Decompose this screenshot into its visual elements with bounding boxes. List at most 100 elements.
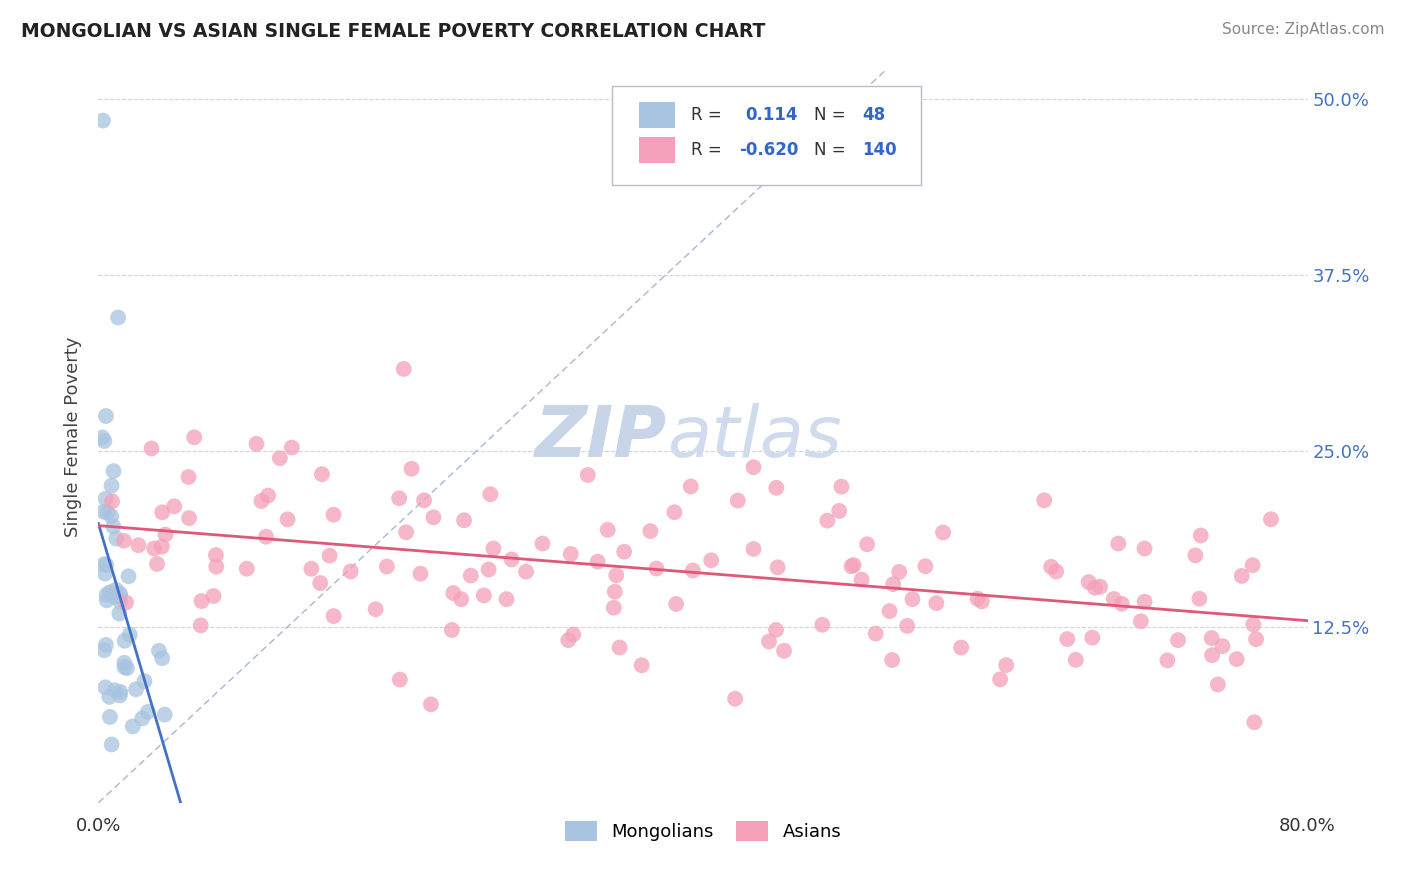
- Point: [190, 618, 212, 632]
- Point: [645, 561, 668, 575]
- Point: [150, 651, 173, 665]
- Point: [758, 634, 780, 648]
- Point: [1241, 558, 1264, 573]
- Point: [101, 494, 124, 508]
- Point: [94, 638, 117, 652]
- Point: [1211, 639, 1233, 653]
- Text: R =: R =: [690, 106, 721, 124]
- Point: [413, 493, 436, 508]
- Point: [453, 513, 475, 527]
- Text: atlas: atlas: [666, 402, 841, 472]
- Point: [148, 644, 170, 658]
- Point: [125, 682, 148, 697]
- Point: [155, 527, 177, 541]
- Y-axis label: Single Female Poverty: Single Female Poverty: [65, 337, 83, 537]
- Point: [388, 491, 411, 506]
- Point: [700, 553, 723, 567]
- Point: [501, 552, 523, 566]
- Point: [630, 658, 652, 673]
- Point: [104, 590, 127, 604]
- Point: [94, 558, 117, 572]
- Point: [1201, 631, 1223, 645]
- Point: [586, 555, 609, 569]
- Point: [93, 643, 115, 657]
- Point: [562, 627, 585, 641]
- Point: [115, 596, 138, 610]
- Point: [889, 565, 911, 579]
- Point: [136, 705, 159, 719]
- Point: [281, 441, 304, 455]
- Point: [108, 689, 131, 703]
- Point: [98, 710, 121, 724]
- Point: [1167, 633, 1189, 648]
- Text: -0.620: -0.620: [740, 141, 799, 159]
- Point: [96, 593, 118, 607]
- Point: [94, 681, 117, 695]
- Point: [100, 509, 122, 524]
- Point: [724, 691, 747, 706]
- Point: [141, 442, 163, 456]
- Point: [811, 617, 834, 632]
- Point: [91, 113, 114, 128]
- Point: [665, 597, 688, 611]
- Point: [679, 479, 702, 493]
- Point: [932, 525, 955, 540]
- Point: [1156, 653, 1178, 667]
- Point: [153, 707, 176, 722]
- Point: [472, 588, 495, 602]
- Point: [112, 533, 135, 548]
- Point: [339, 565, 361, 579]
- Point: [842, 558, 865, 573]
- Point: [950, 640, 973, 655]
- Point: [375, 559, 398, 574]
- Point: [925, 596, 948, 610]
- Point: [879, 604, 901, 618]
- Point: [110, 685, 132, 699]
- Point: [94, 491, 117, 506]
- Point: [121, 719, 143, 733]
- FancyBboxPatch shape: [613, 86, 921, 185]
- Point: [100, 738, 122, 752]
- Point: [93, 505, 115, 519]
- Point: [183, 430, 205, 444]
- Point: [1129, 615, 1152, 629]
- Point: [104, 582, 127, 597]
- Point: [131, 711, 153, 725]
- Point: [1081, 631, 1104, 645]
- Point: [127, 538, 149, 552]
- Text: 48: 48: [863, 106, 886, 124]
- Legend: Mongolians, Asians: Mongolians, Asians: [557, 814, 849, 848]
- Point: [1033, 493, 1056, 508]
- Point: [765, 481, 787, 495]
- Point: [742, 541, 765, 556]
- Text: Source: ZipAtlas.com: Source: ZipAtlas.com: [1222, 22, 1385, 37]
- Point: [190, 594, 212, 608]
- Point: [1084, 581, 1107, 595]
- Point: [150, 505, 173, 519]
- Point: [1189, 528, 1212, 542]
- Point: [112, 656, 135, 670]
- Point: [143, 541, 166, 556]
- Point: [450, 592, 472, 607]
- Point: [1230, 569, 1253, 583]
- Point: [1133, 595, 1156, 609]
- Point: [114, 660, 136, 674]
- Point: [94, 409, 117, 423]
- Point: [988, 673, 1011, 687]
- Point: [851, 573, 873, 587]
- Point: [401, 462, 423, 476]
- Point: [309, 576, 332, 591]
- Text: N =: N =: [814, 106, 846, 124]
- Point: [163, 500, 186, 514]
- Point: [1188, 591, 1211, 606]
- Text: 0.114: 0.114: [745, 106, 797, 124]
- Point: [205, 548, 228, 562]
- Point: [841, 559, 863, 574]
- Point: [134, 674, 156, 689]
- Point: [245, 437, 267, 451]
- Point: [576, 468, 599, 483]
- Point: [495, 592, 517, 607]
- Point: [105, 532, 128, 546]
- Point: [93, 434, 115, 448]
- Point: [1056, 632, 1078, 646]
